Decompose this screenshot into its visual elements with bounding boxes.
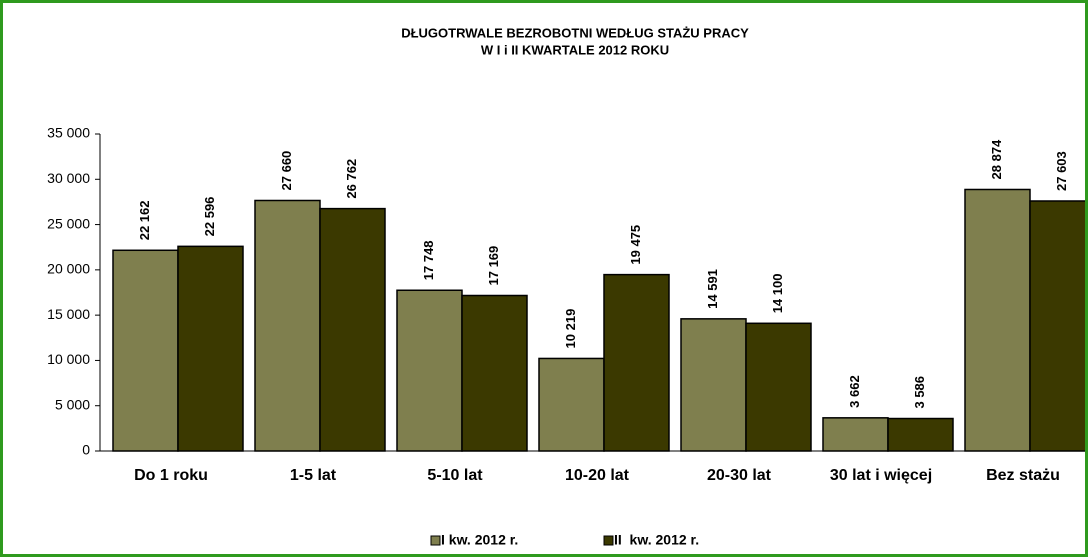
x-tick-label: 1-5 lat xyxy=(290,467,337,484)
y-tick-label: 15 000 xyxy=(47,306,90,322)
value-label: 26 762 xyxy=(344,159,359,199)
bar xyxy=(887,417,954,452)
x-tick-label: Do 1 roku xyxy=(134,467,208,484)
bar xyxy=(177,245,244,452)
legend-swatch xyxy=(430,535,441,546)
value-label: 14 100 xyxy=(770,274,785,314)
legend-label: I kw. 2012 r. xyxy=(441,532,518,548)
x-tick-label: 10-20 lat xyxy=(565,467,630,484)
bar xyxy=(112,249,179,452)
bar xyxy=(461,294,528,452)
value-label: 10 219 xyxy=(563,309,578,349)
bar xyxy=(680,318,747,452)
value-label: 27 660 xyxy=(279,151,294,191)
value-label: 22 162 xyxy=(137,201,152,241)
bar xyxy=(822,417,889,452)
x-tick-label: 30 lat i więcej xyxy=(830,467,932,484)
bar xyxy=(396,289,463,452)
chart-subtitle: W I i II KWARTALE 2012 ROKU xyxy=(481,42,669,57)
value-label: 3 662 xyxy=(847,375,862,408)
x-tick-label: Bez stażu xyxy=(986,467,1060,484)
legend-swatch xyxy=(603,535,614,546)
y-tick-label: 25 000 xyxy=(47,215,90,231)
y-tick-label: 20 000 xyxy=(47,261,90,277)
value-label: 17 169 xyxy=(486,246,501,286)
value-label: 27 603 xyxy=(1054,151,1069,191)
value-label: 14 591 xyxy=(705,269,720,309)
y-tick-label: 5 000 xyxy=(55,396,90,412)
value-label: 19 475 xyxy=(628,225,643,265)
bar xyxy=(745,322,812,452)
bar xyxy=(964,188,1031,452)
bar xyxy=(1029,200,1085,452)
value-label: 17 748 xyxy=(421,240,436,280)
y-tick-label: 30 000 xyxy=(47,170,90,186)
x-tick-label: 5-10 lat xyxy=(427,467,483,484)
bar xyxy=(319,207,386,452)
bar xyxy=(603,273,670,452)
value-label: 22 596 xyxy=(202,197,217,237)
y-tick-label: 0 xyxy=(82,442,90,458)
chart: DŁUGOTRWALE BEZROBOTNI WEDŁUG STAŻU PRAC… xyxy=(47,25,1085,548)
x-tick-label: 20-30 lat xyxy=(707,467,772,484)
value-label: 28 874 xyxy=(989,139,1004,180)
chart-title: DŁUGOTRWALE BEZROBOTNI WEDŁUG STAŻU PRAC… xyxy=(401,25,749,40)
bar xyxy=(254,199,321,452)
y-tick-label: 10 000 xyxy=(47,351,90,367)
bar xyxy=(538,357,605,452)
value-label: 3 586 xyxy=(912,376,927,409)
y-tick-label: 35 000 xyxy=(47,125,90,141)
legend-label: II kw. 2012 r. xyxy=(614,532,699,548)
